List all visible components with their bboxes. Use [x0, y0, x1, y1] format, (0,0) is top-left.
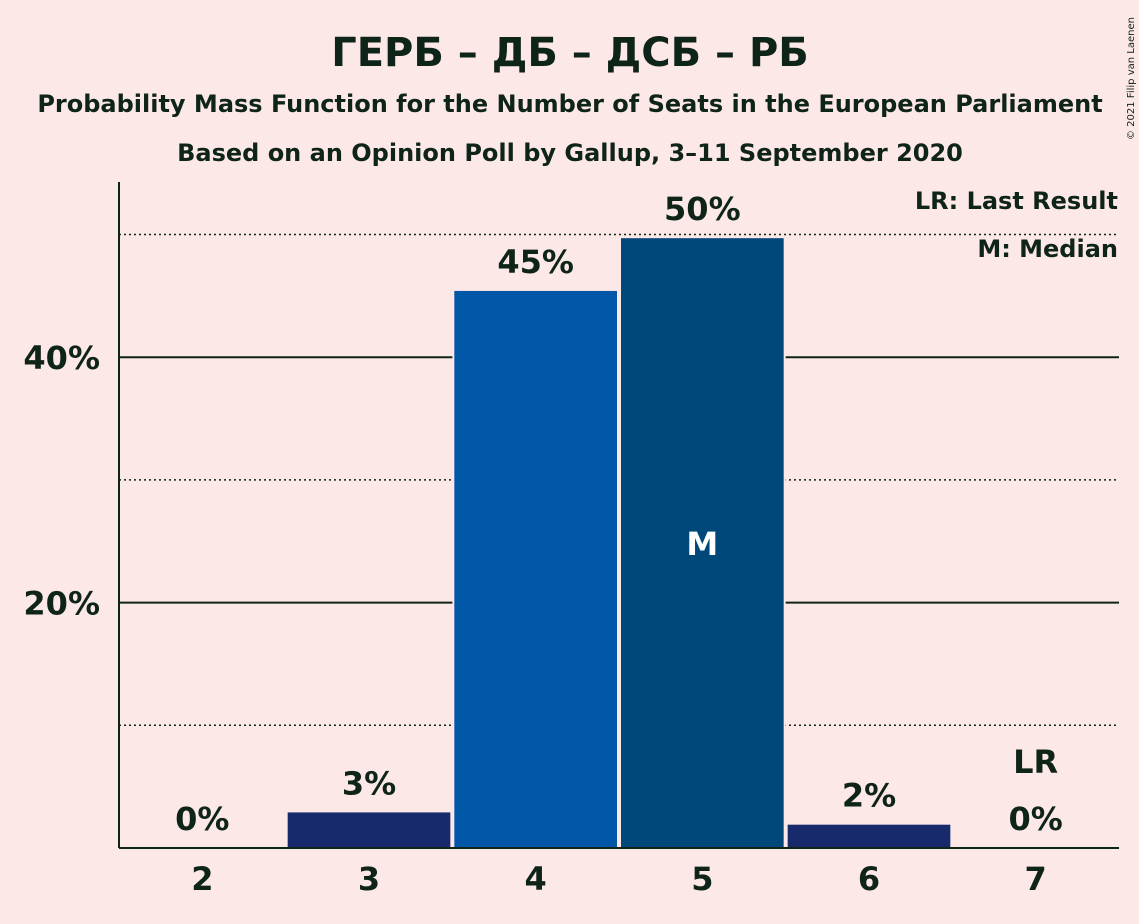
copyright-note: © 2021 Filip van Laenen [1126, 17, 1137, 140]
y-tick-label: 20% [23, 585, 100, 623]
chart-subtitle: Probability Mass Function for the Number… [37, 90, 1102, 118]
bar-seats-6 [787, 824, 951, 848]
data-label: 3% [342, 764, 396, 802]
bar-seats-3 [287, 812, 451, 848]
data-label: 2% [842, 777, 896, 815]
legend-median: M: Median [977, 235, 1118, 263]
x-tick-label: 5 [691, 860, 713, 898]
chart-subtitle-poll: Based on an Opinion Poll by Gallup, 3–11… [177, 139, 963, 167]
data-label: 0% [175, 800, 229, 838]
x-tick-label: 2 [191, 860, 213, 898]
data-label: 45% [497, 243, 574, 281]
x-tick-label: 4 [525, 860, 547, 898]
median-marker: M [686, 525, 718, 563]
y-tick-labels: 20% 40% [23, 339, 100, 622]
data-label: 50% [664, 190, 741, 228]
x-tick-labels: 2 3 4 5 6 7 [191, 860, 1047, 898]
x-tick-label: 7 [1025, 860, 1047, 898]
y-tick-label: 40% [23, 339, 100, 377]
chart-title: ГЕРБ – ДБ – ДСБ – РБ [331, 30, 809, 76]
data-label: 0% [1009, 800, 1063, 838]
bar-seats-4 [454, 290, 617, 848]
data-labels: 0% 3% 45% 50% M 2% 0% LR [175, 190, 1063, 838]
legend-last-result: LR: Last Result [915, 187, 1118, 215]
x-tick-label: 3 [358, 860, 380, 898]
bars [285, 238, 953, 848]
x-tick-label: 6 [858, 860, 880, 898]
last-result-marker: LR [1013, 743, 1058, 781]
bar-seats-5 [621, 238, 784, 848]
